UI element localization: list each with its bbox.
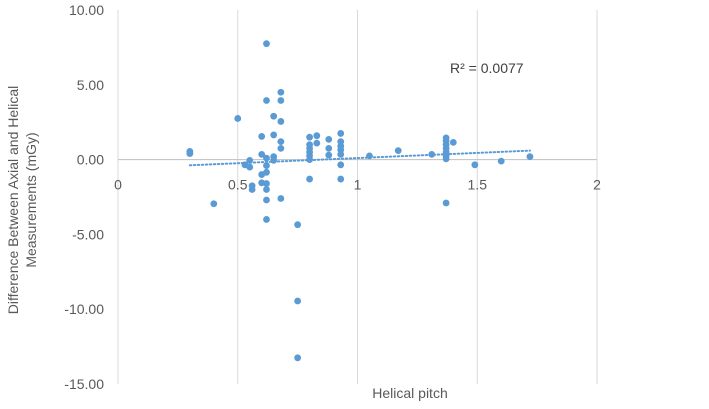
data-point: [263, 168, 270, 176]
r-squared-annotation: R² = 0.0077: [450, 60, 524, 76]
data-point: [270, 156, 278, 164]
data-point: [394, 147, 402, 155]
data-point: [277, 138, 285, 146]
y-tick-label: 10.00: [69, 2, 104, 18]
data-point: [306, 156, 313, 164]
data-point: [263, 186, 270, 193]
x-tick-labels: 0 0.5 1 1.5 2: [114, 177, 601, 193]
y-axis-title-line-2: Measurements (mGy): [23, 132, 39, 267]
data-point: [428, 150, 436, 158]
data-point: [442, 155, 450, 163]
data-point: [337, 130, 345, 137]
x-axis-title: Helical pitch: [372, 385, 447, 401]
data-point: [263, 180, 270, 187]
data-point: [277, 195, 285, 202]
data-point: [306, 133, 313, 141]
y-tick-label: 0.00: [77, 152, 104, 168]
linear-trendline: [188, 149, 531, 167]
y-axis-title: Difference Between Axial and Helical Mea…: [5, 86, 39, 315]
gridlines: [117, 10, 598, 384]
data-point: [294, 354, 302, 362]
data-point: [258, 150, 266, 158]
x-tick-label: 0.5: [228, 177, 248, 193]
data-point: [263, 162, 270, 169]
data-point: [263, 40, 270, 48]
data-point: [277, 118, 285, 125]
data-point: [294, 297, 302, 305]
data-point: [277, 88, 285, 96]
data-point: [263, 216, 270, 223]
data-point: [263, 97, 270, 104]
data-point: [449, 138, 457, 146]
data-point: [313, 139, 321, 147]
data-point: [246, 156, 254, 164]
data-point: [306, 175, 313, 183]
x-tick-label: 2: [593, 177, 601, 193]
data-point: [270, 112, 278, 120]
data-point: [234, 115, 242, 122]
x-tick-label: 0: [114, 177, 122, 193]
data-point: [337, 161, 345, 169]
data-point: [366, 152, 373, 160]
data-points: [186, 40, 534, 362]
x-tick-label: 1: [354, 177, 362, 193]
data-point: [246, 163, 254, 171]
data-point: [526, 153, 534, 161]
y-tick-label: -5.00: [72, 226, 104, 242]
data-point: [263, 196, 270, 204]
y-tick-label: -15.00: [64, 376, 104, 392]
trendline: [188, 149, 531, 167]
data-point: [258, 133, 266, 140]
data-point: [325, 144, 333, 152]
data-point: [497, 157, 505, 165]
data-point: [337, 175, 345, 183]
data-point: [210, 200, 218, 208]
y-tick-label: 5.00: [77, 77, 104, 93]
data-point: [313, 132, 321, 140]
data-point: [442, 199, 450, 207]
data-point: [277, 144, 285, 152]
x-tick-label: 1.5: [468, 177, 488, 193]
y-axis-title-line-1: Difference Between Axial and Helical: [5, 86, 21, 315]
data-point: [337, 150, 345, 158]
data-point: [186, 150, 194, 158]
data-point: [325, 136, 333, 143]
data-point: [471, 161, 479, 169]
data-point: [263, 154, 270, 162]
data-point: [277, 97, 285, 104]
y-tick-label: -10.00: [64, 301, 104, 317]
data-point: [325, 151, 333, 159]
data-point: [270, 131, 278, 139]
data-point: [248, 186, 256, 193]
y-tick-labels: 10.00 5.00 0.00 -5.00 -10.00 -15.00: [64, 2, 104, 392]
data-point: [294, 221, 302, 229]
